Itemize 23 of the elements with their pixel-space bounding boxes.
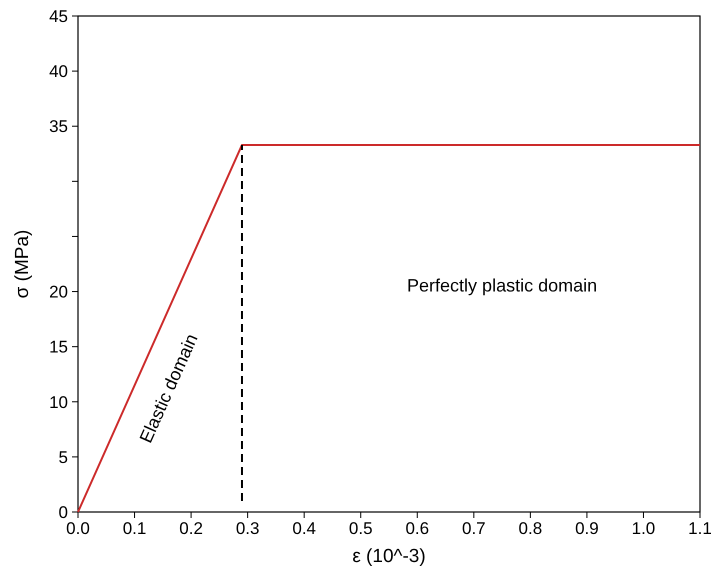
annotation: Perfectly plastic domain: [407, 276, 598, 296]
y-tick-label: 10: [49, 392, 68, 412]
x-tick-label: 0.2: [179, 519, 203, 538]
x-tick-label: 0.7: [462, 519, 486, 538]
x-tick-label: 0.8: [518, 519, 542, 538]
y-tick-label: 5: [58, 448, 68, 467]
y-tick-label: 45: [49, 7, 68, 26]
x-tick-label: 0.4: [292, 519, 316, 538]
x-tick-label: 1.1: [688, 519, 712, 538]
x-tick-label: 0.1: [122, 519, 146, 538]
y-tick-label: 15: [49, 338, 68, 357]
x-axis-title: ε (10^-3): [352, 546, 426, 567]
x-tick-label: 0.9: [575, 519, 599, 538]
x-tick-label: 0.5: [348, 519, 373, 538]
x-tick-label: 0.0: [66, 519, 90, 538]
x-tick-label: 0.6: [405, 519, 430, 538]
y-tick-label: 20: [49, 282, 68, 302]
y-tick-label: 40: [49, 62, 68, 82]
y-axis-title: σ (MPa): [12, 230, 33, 298]
x-tick-label: 0.3: [236, 519, 260, 538]
x-tick-label: 1.0: [632, 519, 656, 538]
y-tick-label: 35: [49, 117, 68, 136]
y-tick-label: 0: [58, 503, 68, 522]
